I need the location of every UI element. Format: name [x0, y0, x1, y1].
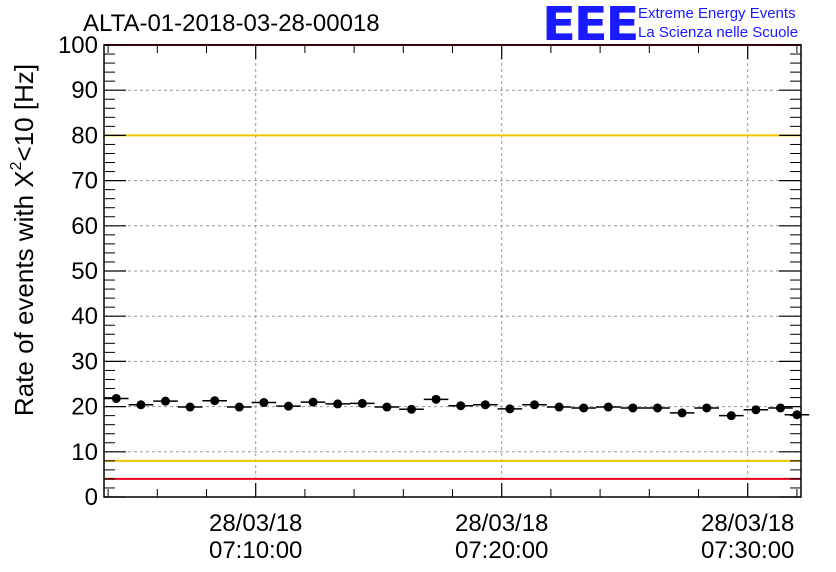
x-tick-time: 07:20:00	[455, 537, 548, 564]
x-tick-date: 28/03/18	[455, 510, 548, 537]
y-tick-label: 30	[71, 348, 98, 375]
data-point	[210, 396, 220, 406]
y-tick-label: 20	[71, 394, 98, 421]
y-tick-label: 100	[58, 32, 98, 59]
x-tick-time: 07:30:00	[701, 537, 794, 564]
data-point	[505, 404, 515, 414]
y-tick-label: 60	[71, 213, 98, 240]
brand-text: Extreme Energy Events La Scienza nelle S…	[638, 4, 798, 42]
data-point	[382, 402, 392, 412]
data-point	[259, 398, 269, 408]
data-point	[407, 404, 416, 414]
grid-lines	[104, 45, 801, 497]
data-point	[628, 403, 638, 413]
y-axis-label: Rate of events with X2<10 [Hz]	[8, 64, 39, 416]
data-point	[456, 401, 466, 411]
data-point	[111, 393, 121, 403]
data-point	[776, 403, 785, 413]
data-point	[357, 398, 367, 408]
data-point	[554, 402, 564, 412]
data-point	[726, 411, 736, 421]
data-point	[751, 405, 761, 415]
data-point	[677, 408, 687, 418]
data-points	[104, 393, 810, 421]
data-point	[603, 402, 613, 412]
y-tick-label: 70	[71, 168, 98, 195]
y-tick-label: 90	[71, 77, 98, 104]
brand-line-1: Extreme Energy Events	[638, 5, 796, 22]
plot-frame	[103, 44, 802, 498]
data-point	[333, 399, 343, 409]
x-tick-date: 28/03/18	[209, 510, 302, 537]
eee-logo: EEE	[542, 0, 640, 51]
data-point	[284, 401, 293, 411]
y-tick-label: 80	[71, 122, 98, 149]
data-point	[431, 394, 441, 404]
data-point	[234, 402, 244, 412]
y-tick-label: 40	[71, 303, 98, 330]
data-point	[161, 396, 170, 406]
x-tick-time: 07:10:00	[209, 537, 302, 564]
data-point	[136, 400, 146, 410]
data-point	[702, 403, 712, 413]
x-tick-date: 28/03/18	[701, 510, 794, 537]
data-point	[792, 410, 802, 420]
axis-labels: 010203040506070809010028/03/1807:10:0028…	[58, 32, 794, 564]
data-point	[530, 400, 539, 410]
data-point	[480, 400, 490, 410]
reference-lines	[104, 44, 801, 480]
data-point	[653, 403, 662, 413]
data-point	[579, 403, 589, 413]
data-point	[185, 402, 195, 412]
data-point	[308, 397, 318, 407]
y-tick-label: 0	[85, 484, 98, 511]
y-tick-label: 50	[71, 258, 98, 285]
y-tick-label: 10	[71, 439, 98, 466]
chart-title: ALTA-01-2018-03-28-00018	[83, 10, 380, 37]
brand-line-2: La Scienza nelle Scuole	[638, 24, 799, 41]
